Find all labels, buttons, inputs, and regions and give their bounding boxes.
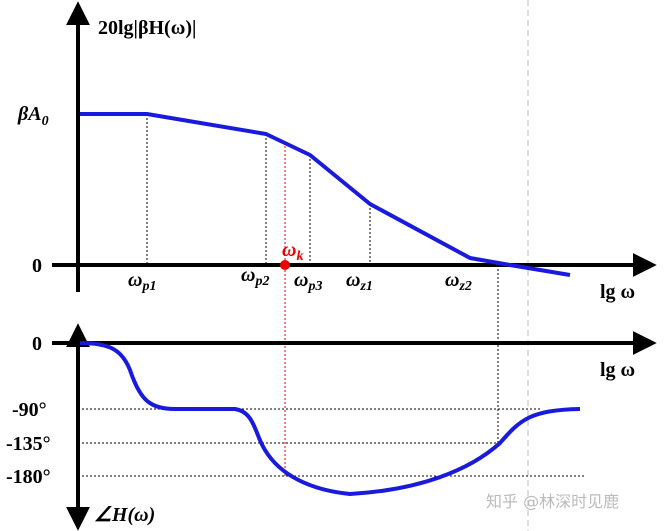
freq-label: ωz2 [445, 269, 472, 294]
magnitude-curve [80, 112, 571, 277]
phase-curve [79, 341, 581, 497]
phase-level: -135° [6, 433, 51, 455]
phase-x-label: lg ω [600, 359, 635, 381]
freq-label: ωz1 [346, 269, 373, 294]
phase-zero-label: 0 [32, 333, 42, 355]
phase-y-label: ∠H(ω) [94, 504, 155, 526]
phase-level: -90° [12, 399, 47, 421]
zero-label: 0 [32, 255, 42, 277]
frequency-labels: ωp1 ωp2 ωk ωp3 ωz1 ωz2 [128, 239, 472, 294]
omega-k-point [280, 260, 290, 270]
y-label: 20lg|βH(ω)| [98, 17, 196, 39]
freq-label: ωk [282, 239, 303, 264]
x-label: lg ω [600, 281, 635, 303]
guides [78, 114, 585, 477]
freq-label: ωp2 [241, 264, 269, 289]
freq-label: ωp1 [128, 269, 156, 294]
phase-level: -180° [6, 466, 51, 488]
watermark: 知乎 @林深时见鹿 [486, 492, 619, 511]
freq-label: ωp3 [294, 269, 322, 294]
level-label: βA0 [17, 103, 49, 129]
